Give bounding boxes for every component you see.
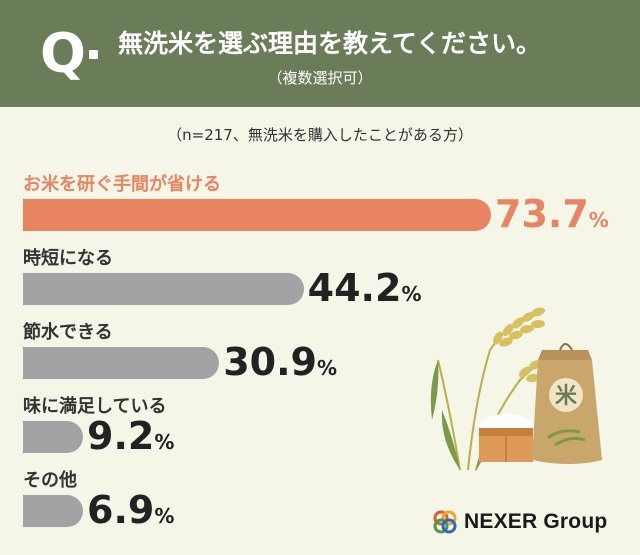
- bar-value-unit: %: [588, 208, 609, 232]
- bar-value-unit: %: [316, 356, 338, 380]
- bar-value-number: 44.2: [307, 266, 402, 310]
- q-dot: [89, 50, 98, 59]
- rice-box-icon: [479, 414, 533, 462]
- bar-label: 節水できる: [23, 322, 113, 343]
- bar-value-label: 6.9%: [87, 491, 174, 529]
- question-note: （複数選択可）: [267, 69, 373, 87]
- bar-value-label: 73.7%: [495, 195, 609, 233]
- bar-value-label: 9.2%: [87, 417, 174, 455]
- rice-bag-icon: 米: [532, 343, 602, 464]
- bar: [23, 273, 304, 305]
- bar-value-label: 30.9%: [223, 343, 337, 381]
- bar-value-label: 44.2%: [308, 269, 422, 307]
- rice-bag-label: 米: [555, 384, 578, 409]
- respondents-note: （n=217、無洗米を購入したことがある方）: [167, 126, 473, 144]
- question-title: 無洗米を選ぶ理由を教えてください。: [118, 29, 542, 58]
- bar-value-number: 73.7: [495, 192, 589, 236]
- header-banner: Q 無洗米を選ぶ理由を教えてください。 （複数選択可）: [0, 0, 640, 107]
- bar: [23, 421, 83, 453]
- nexer-logo: NEXER Group: [432, 508, 632, 536]
- bar-label: お米を研ぐ手間が省ける: [23, 174, 221, 195]
- bar-label: その他: [23, 470, 77, 491]
- bar: [23, 495, 83, 527]
- bar-value-number: 6.9: [87, 488, 155, 532]
- logo-text: NEXER Group: [464, 510, 608, 533]
- bar-label: 味に満足している: [23, 396, 167, 417]
- bar: [23, 199, 491, 231]
- nexer-rings-icon: [433, 510, 457, 534]
- bar-value-unit: %: [154, 430, 175, 454]
- bar-value-number: 9.2: [87, 414, 155, 458]
- rice-illustration: 米: [430, 307, 602, 471]
- q-mark: Q: [40, 22, 86, 85]
- bar-value-number: 30.9: [223, 340, 317, 384]
- bar: [23, 347, 220, 379]
- bar-label: 時短になる: [23, 248, 113, 269]
- bar-value-unit: %: [154, 504, 175, 528]
- bar-value-unit: %: [401, 282, 422, 306]
